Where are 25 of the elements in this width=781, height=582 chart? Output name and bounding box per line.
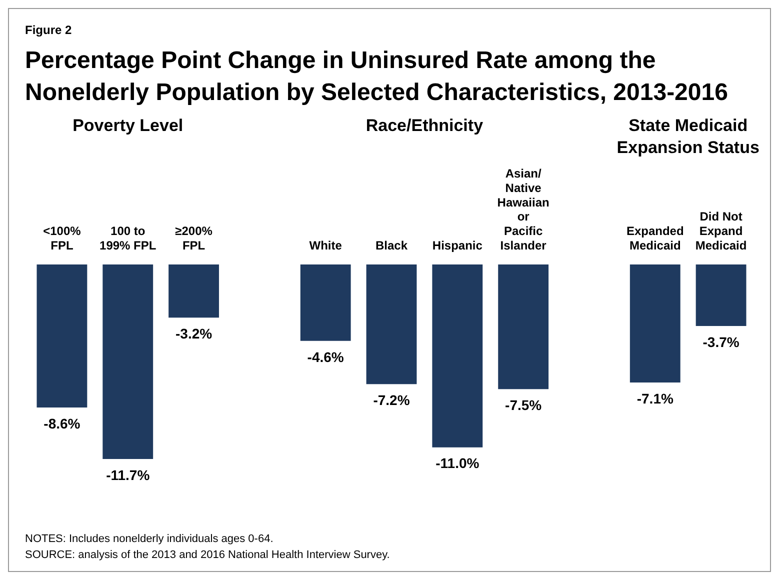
x-tick-label: Asian/ Native Hawaiian or Pacific Islander xyxy=(497,166,550,253)
data-label: -11.7% xyxy=(106,466,150,483)
data-label: -11.0% xyxy=(436,455,480,472)
x-tick-label: White xyxy=(309,238,342,253)
x-tick-label: 100 to 199% FPL xyxy=(100,224,156,253)
data-label: -3.2% xyxy=(175,325,213,342)
data-label: -7.5% xyxy=(505,397,542,414)
data-label: -3.7% xyxy=(702,334,740,350)
text: Race/Ethnicity xyxy=(366,116,484,135)
x-tick-label: Hispanic xyxy=(432,238,483,253)
x-tick-label: ≥200% FPL xyxy=(175,224,213,253)
chart-title: Percentage Point Change in Uninsured Rate among the Nonelderly Population by Selected Characteristics, 2013-2016 xyxy=(25,46,729,108)
text: NOTES: Includes nonelderly individuals ages 0-64. xyxy=(25,532,274,547)
text: Poverty Level xyxy=(72,116,184,135)
data-label: -8.6% xyxy=(44,415,81,432)
data-label: -7.1% xyxy=(636,390,674,406)
x-tick-label: Black xyxy=(375,238,408,253)
data-label: -7.2% xyxy=(373,392,410,408)
x-tick-label: Did Not Expand Medicaid xyxy=(695,210,747,253)
chart-subtitle: Figure 2 xyxy=(25,23,73,37)
data-label: -4.6% xyxy=(307,348,344,365)
x-tick-label: Expanded Medicaid xyxy=(626,224,684,253)
source-note: SOURCE: analysis of the 2013 and 2016 National Health Interview Survey. xyxy=(25,548,390,563)
x-tick-label: <100% FPL xyxy=(43,224,82,253)
text: State Medicaid Expansion Status xyxy=(616,116,760,157)
